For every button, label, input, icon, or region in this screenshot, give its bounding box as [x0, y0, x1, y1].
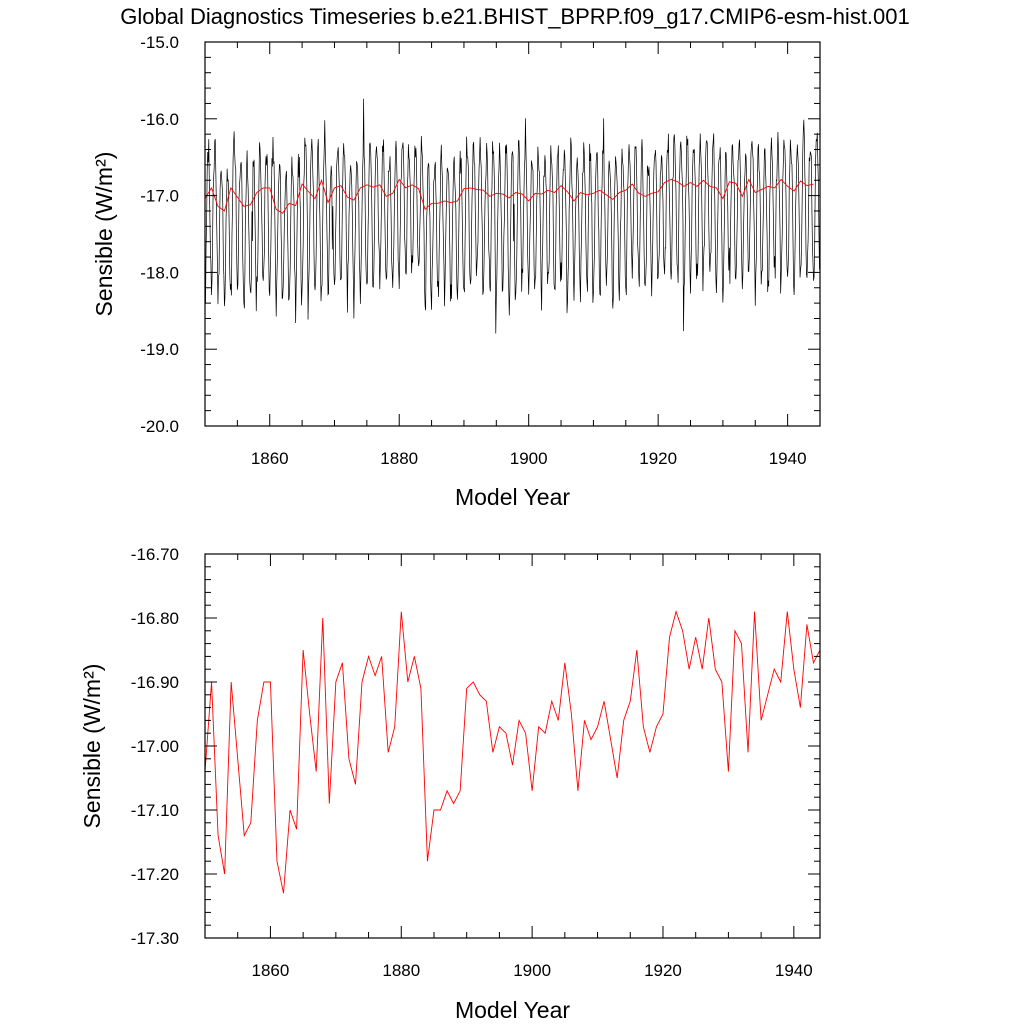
plot-frame [204, 41, 821, 427]
y-tick-label: -16.0 [140, 110, 179, 129]
y-tick-label: -17.0 [140, 187, 179, 206]
top-panel: -15.0 -16.0 -17.0 -18.0 -19.0 -20.0 1860 1880 19… [91, 33, 821, 510]
y-tick-label: -17.20 [131, 865, 179, 884]
y-axis-label: Sensible (W/m²) [79, 664, 105, 829]
x-tick-label: 1860 [252, 961, 290, 980]
annual-series-line [204, 610, 821, 894]
x-tick-label: 1900 [513, 961, 551, 980]
y-tick-label: -15.0 [140, 33, 179, 52]
y-tick-label: -17.00 [131, 737, 179, 756]
y-tick-label: -19.0 [140, 340, 179, 359]
figure-title: Global Diagnostics Timeseries b.e21.BHIS… [120, 4, 910, 29]
x-tick-label: 1920 [639, 449, 677, 468]
y-tick-label: -18.0 [140, 263, 179, 282]
y-axis-label: Sensible (W/m²) [91, 152, 117, 317]
x-tick-label: 1880 [380, 449, 418, 468]
y-tick-label: -17.30 [131, 929, 179, 948]
monthly-series-line [204, 98, 820, 334]
y-tick-label: -16.80 [131, 609, 179, 628]
y-tick-label: -17.10 [131, 801, 179, 820]
annual-series-line [204, 178, 814, 214]
plot-frame [204, 553, 821, 939]
x-axis-label: Model Year [455, 484, 570, 510]
y-tick-label: -20.0 [140, 417, 179, 436]
bottom-panel: -16.70 -16.80 -16.90 -17.00 -17.10 -17.20 -17.… [79, 545, 821, 1023]
x-axis-label: Model Year [455, 997, 570, 1023]
x-tick-label: 1940 [769, 449, 807, 468]
x-tick-label: 1920 [644, 961, 682, 980]
x-tick-label: 1860 [251, 449, 289, 468]
y-tick-label: -16.90 [131, 673, 179, 692]
x-tick-label: 1880 [382, 961, 420, 980]
y-tick-label: -16.70 [131, 545, 179, 564]
x-tick-label: 1940 [775, 961, 813, 980]
x-tick-label: 1900 [510, 449, 548, 468]
